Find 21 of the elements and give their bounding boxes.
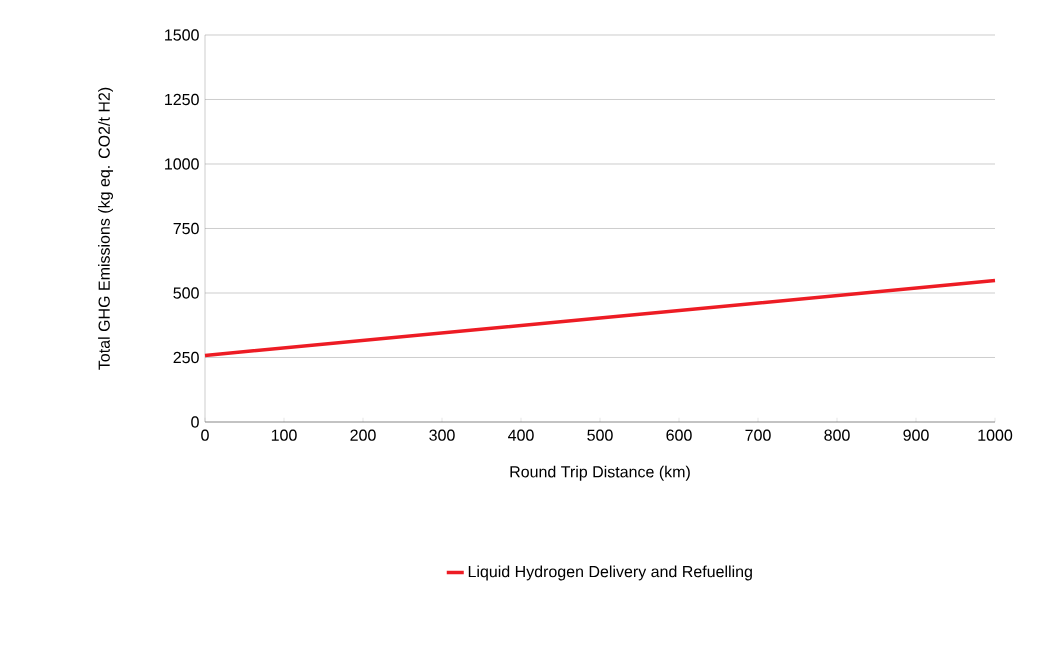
- y-tick-label: 250: [173, 351, 199, 364]
- x-tick-label: 100: [271, 429, 297, 441]
- y-tick-label: 500: [173, 287, 199, 299]
- x-tick-label: 900: [903, 429, 929, 441]
- x-tick-label: 200: [350, 429, 376, 441]
- y-tick-label: 0: [191, 416, 199, 428]
- x-tick-label: 0: [201, 429, 209, 441]
- x-tick-label: 400: [508, 429, 534, 441]
- y-axis-title: Total GHG Emissions (kg eq. CO2/t H2): [98, 87, 114, 370]
- x-tick-label: 500: [587, 429, 613, 441]
- y-tick-label: 750: [173, 222, 199, 235]
- y-tick-label: 1500: [165, 29, 199, 41]
- x-tick-label: 800: [824, 429, 850, 441]
- y-tick-label: 1000: [165, 158, 199, 170]
- legend-label: Liquid Hydrogen Delivery and Refuelling: [468, 565, 752, 581]
- x-tick-label: 600: [666, 429, 692, 441]
- x-axis-title: Round Trip Distance (km): [510, 465, 690, 481]
- x-tick-label: 700: [745, 429, 771, 441]
- x-tick-label: 1000: [978, 429, 1013, 441]
- x-tick-label: 300: [429, 429, 455, 441]
- y-tick-label: 1250: [165, 93, 199, 106]
